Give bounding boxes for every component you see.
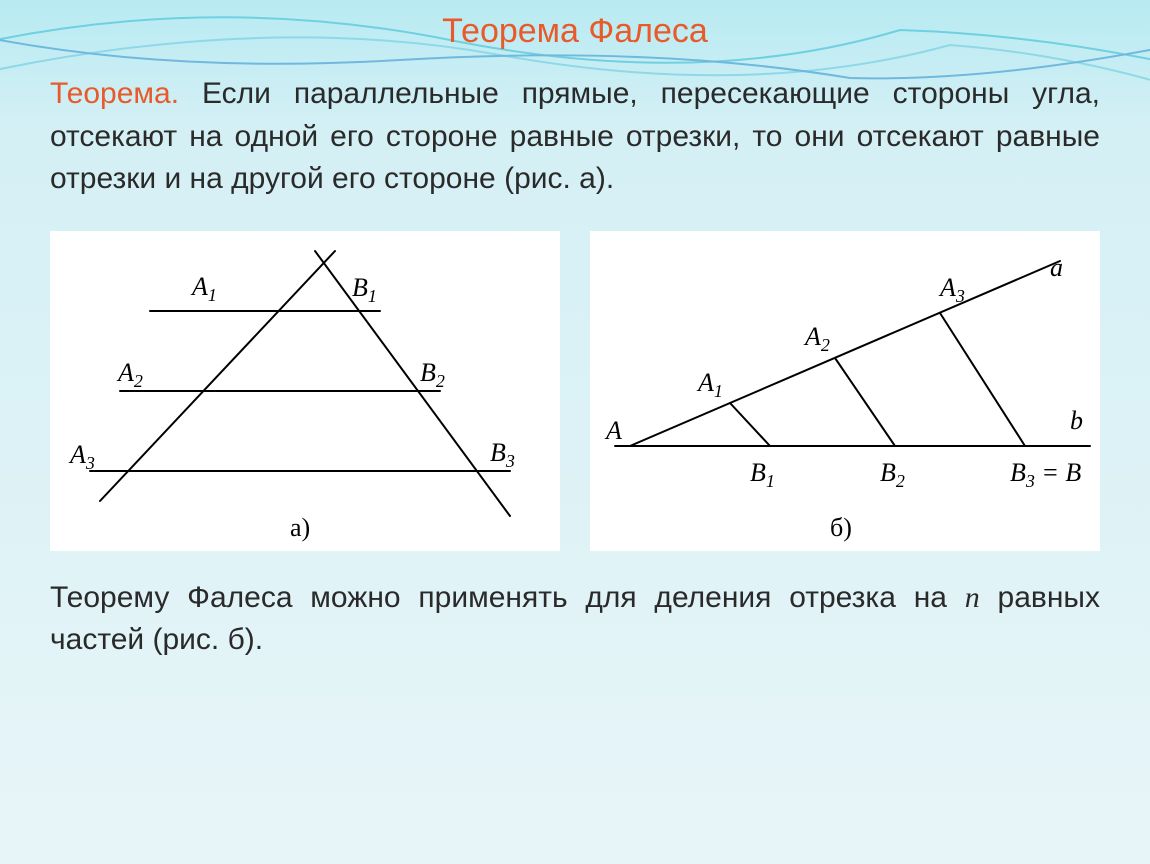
svg-text:B2: B2 (420, 358, 445, 391)
svg-text:B3: B3 (490, 438, 515, 471)
svg-text:B2: B2 (880, 458, 905, 491)
diagram-a: A1 A2 A3 B1 B2 B3 а) (50, 231, 560, 551)
svg-text:B1: B1 (352, 273, 377, 306)
theorem-paragraph: Теорема. Если параллельные прямые, перес… (50, 73, 1100, 201)
svg-text:A2: A2 (803, 322, 830, 355)
svg-text:b: b (1070, 406, 1083, 435)
bottom-before: Теорему Фалеса можно применять для делен… (50, 581, 965, 614)
svg-text:а): а) (290, 513, 310, 542)
svg-text:a: a (1050, 253, 1063, 282)
bottom-n: n (965, 581, 980, 614)
svg-text:A3: A3 (68, 440, 95, 473)
slide-content: Теорема Фалеса Теорема. Если параллельны… (0, 0, 1150, 864)
svg-text:B1: B1 (750, 458, 775, 491)
theorem-label: Теорема. (50, 77, 179, 110)
svg-text:б): б) (830, 513, 852, 542)
theorem-body: Если параллельные прямые, пересекающие с… (50, 77, 1100, 195)
svg-text:A: A (604, 416, 622, 445)
svg-text:A2: A2 (116, 358, 143, 391)
svg-text:A3: A3 (938, 273, 965, 306)
svg-text:A1: A1 (696, 368, 723, 401)
svg-text:B3 = B: B3 = B (1010, 458, 1081, 491)
diagram-b: a b A A1 A2 A3 B1 B2 B3 = B б) (590, 231, 1100, 551)
diagrams-row: A1 A2 A3 B1 B2 B3 а) a b A A1 A2 A3 B1 B2 B3 = B б) (50, 231, 1100, 551)
svg-text:A1: A1 (190, 272, 217, 305)
slide-title: Теорема Фалеса (50, 12, 1100, 51)
bottom-paragraph: Теорему Фалеса можно применять для делен… (50, 577, 1100, 662)
